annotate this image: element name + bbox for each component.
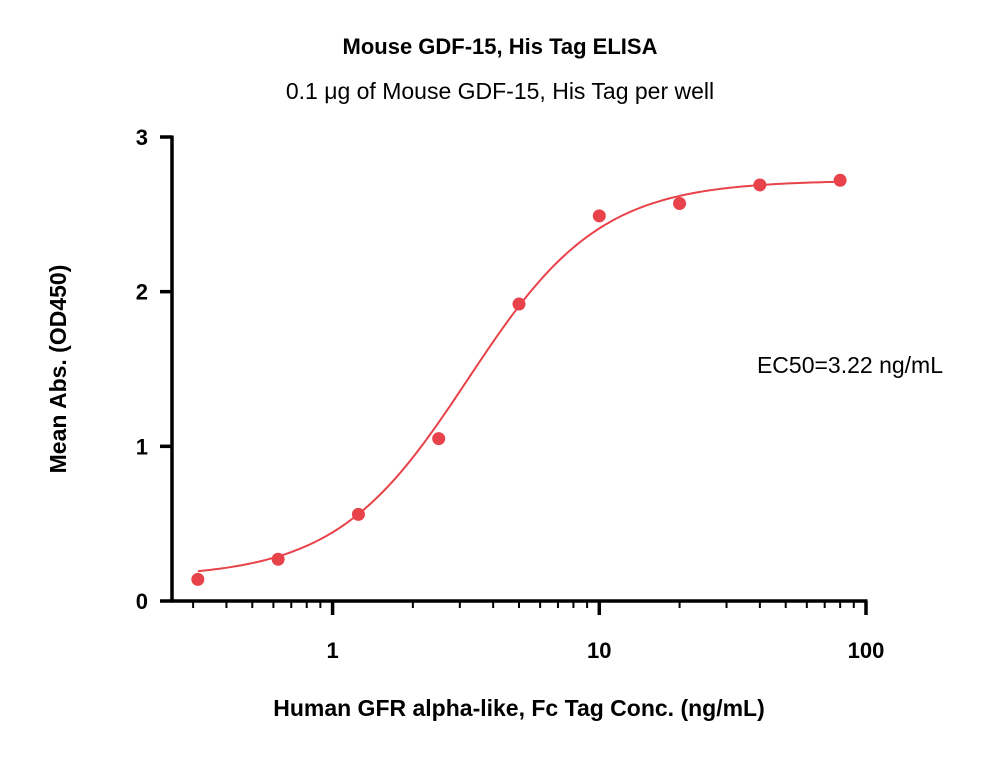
data-point: [512, 297, 526, 311]
x-axis-title: Human GFR alpha-like, Fc Tag Conc. (ng/m…: [273, 695, 765, 721]
data-point: [271, 552, 285, 566]
x-tick-label: 1: [326, 638, 338, 663]
x-tick-label: 100: [848, 638, 885, 663]
x-tick-label: 10: [587, 638, 611, 663]
data-point: [432, 432, 446, 446]
data-points: [191, 173, 847, 586]
data-point: [833, 173, 847, 187]
chart-title: Mouse GDF-15, His Tag ELISA: [342, 34, 658, 59]
y-tick-label: 0: [136, 589, 148, 614]
data-point: [191, 572, 205, 586]
y-tick-label: 3: [136, 125, 148, 150]
y-axis-title: Mean Abs. (OD450): [45, 265, 71, 474]
chart-subtitle: 0.1 μg of Mouse GDF-15, His Tag per well: [285, 78, 715, 104]
data-point: [673, 197, 687, 211]
y-axis-ticks: 0 1 2 3: [136, 125, 172, 614]
data-point: [592, 209, 606, 223]
y-tick-label: 2: [136, 280, 148, 305]
y-tick-label: 1: [136, 434, 148, 459]
ec50-annotation: EC50=3.22 ng/mL: [757, 352, 943, 378]
data-point: [753, 178, 767, 192]
fit-curve: [197, 180, 841, 573]
x-axis-ticks: 1 10 100: [192, 601, 885, 663]
data-point: [351, 507, 365, 521]
